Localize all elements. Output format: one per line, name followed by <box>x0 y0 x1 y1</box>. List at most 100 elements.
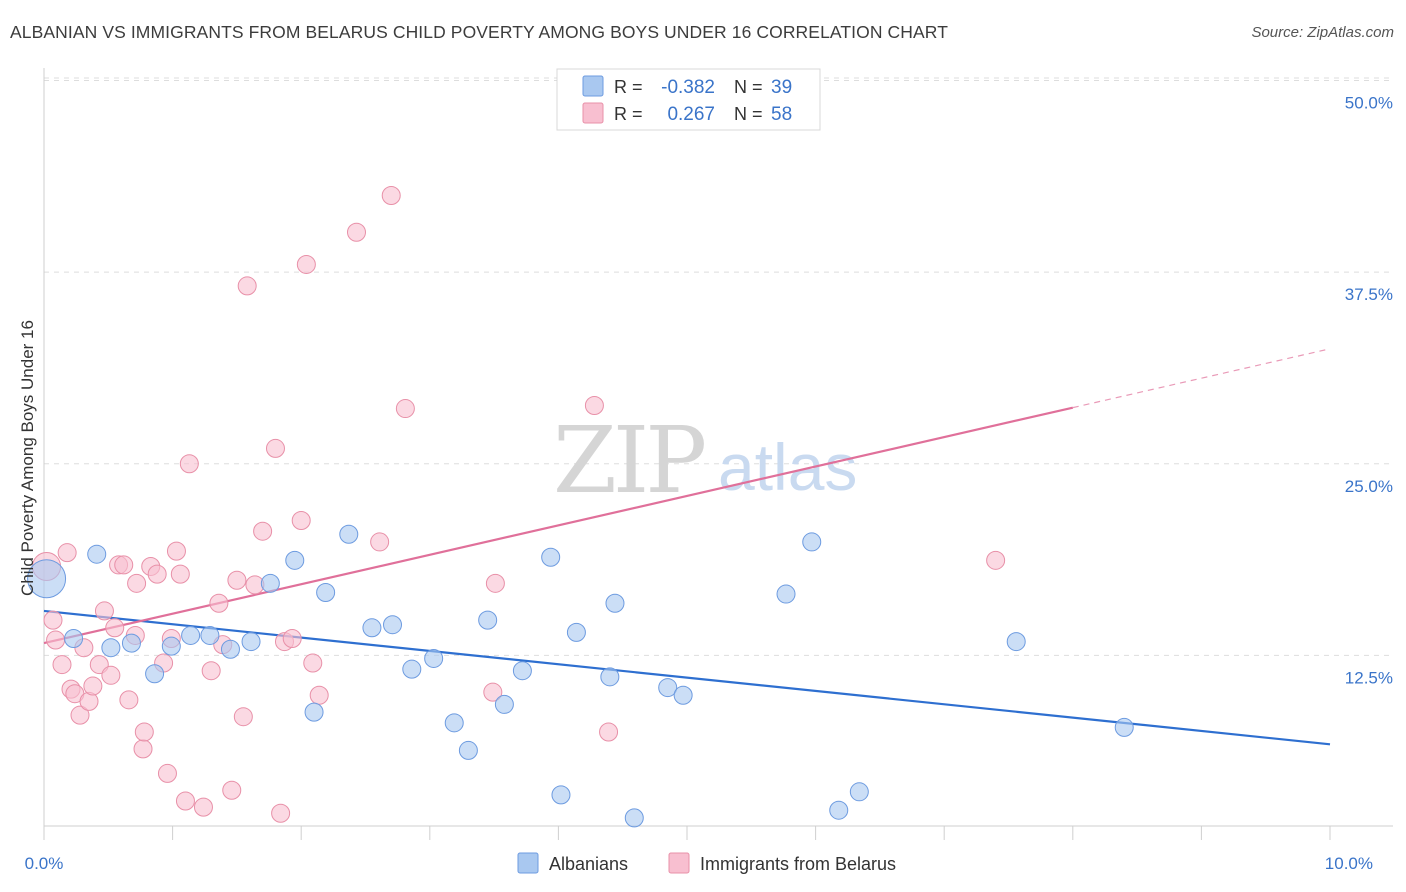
point-albanians <box>181 625 201 645</box>
point-albanians <box>624 808 644 828</box>
legend-r-label-2: R = <box>614 104 643 124</box>
point-belarus <box>157 763 177 783</box>
point-albanians <box>220 639 240 659</box>
point-belarus <box>296 254 316 274</box>
point-albanians <box>458 740 478 760</box>
point-belarus <box>584 395 604 415</box>
point-belarus <box>147 564 167 584</box>
point-albanians <box>494 694 514 714</box>
legend-bottom-label-belarus: Immigrants from Belarus <box>700 854 896 874</box>
watermark-atlas: atlas <box>718 430 857 504</box>
point-albanians <box>87 544 107 564</box>
legend-swatch-belarus <box>582 102 604 124</box>
y-tick-label: 50.0% <box>1345 94 1393 113</box>
point-belarus <box>134 722 154 742</box>
point-albanians <box>600 667 620 687</box>
point-belarus <box>237 276 257 296</box>
point-belarus <box>193 797 213 817</box>
legend-n-value-2: 58 <box>771 104 792 125</box>
y-tick-label: 37.5% <box>1345 285 1393 304</box>
grid-lines: 12.5% 25.0% 37.5% 50.0% <box>44 77 1393 687</box>
point-belarus <box>43 610 63 630</box>
point-albanians <box>551 785 571 805</box>
point-belarus <box>253 521 273 541</box>
point-belarus <box>133 739 153 759</box>
point-albanians <box>339 524 359 544</box>
point-belarus <box>46 630 66 650</box>
point-belarus <box>271 803 291 823</box>
point-albanians <box>512 661 532 681</box>
point-belarus <box>233 707 253 727</box>
correlation-legend: R = -0.382 N = 39 R = 0.267 N = 58 <box>556 68 821 131</box>
point-belarus <box>83 676 103 696</box>
point-albanians <box>383 615 403 635</box>
point-belarus <box>265 438 285 458</box>
point-belarus <box>395 399 415 419</box>
point-belarus <box>483 682 503 702</box>
point-belarus <box>101 665 121 685</box>
point-albanians <box>478 610 498 630</box>
point-albanians <box>161 636 181 656</box>
point-belarus <box>170 564 190 584</box>
point-albanians <box>145 664 165 684</box>
point-belarus <box>291 510 311 530</box>
point-albanians <box>304 702 324 722</box>
point-albanians <box>658 678 678 698</box>
point-belarus <box>309 685 329 705</box>
trend-line-albanians <box>43 609 1331 746</box>
point-belarus <box>370 532 390 552</box>
trend-line-belarus-extension <box>1072 348 1331 409</box>
x-tick-min: 0.0% <box>25 854 64 873</box>
point-belarus <box>303 653 323 673</box>
y-tick-label: 25.0% <box>1345 477 1393 496</box>
chart-title: ALBANIAN VS IMMIGRANTS FROM BELARUS CHIL… <box>10 22 949 42</box>
point-belarus <box>599 722 619 742</box>
point-albanians <box>424 648 444 668</box>
point-belarus <box>179 454 199 474</box>
watermark: ZIP atlas <box>553 407 857 514</box>
point-albanians <box>402 659 422 679</box>
x-tick-max: 10.0% <box>1325 854 1373 873</box>
point-albanians <box>829 800 849 820</box>
y-axis-title: Child Poverty Among Boys Under 16 <box>18 320 37 596</box>
point-albanians <box>1006 632 1026 652</box>
legend-n-label-1: N = <box>734 77 763 97</box>
point-belarus <box>201 661 221 681</box>
legend-bottom-label-albanians: Albanians <box>549 854 628 874</box>
point-belarus <box>346 222 366 242</box>
point-albanians <box>27 559 67 599</box>
point-belarus <box>175 791 195 811</box>
axes <box>43 68 1393 840</box>
source-note: Source: ZipAtlas.com <box>1251 24 1394 41</box>
point-albanians <box>200 625 220 645</box>
point-belarus <box>105 618 125 638</box>
point-belarus <box>70 705 90 725</box>
legend-r-label-1: R = <box>614 77 643 97</box>
legend-swatch-albanians <box>582 75 604 97</box>
legend-n-label-2: N = <box>734 104 763 124</box>
point-albanians <box>776 584 796 604</box>
point-albanians <box>444 713 464 733</box>
legend-r-value-1: -0.382 <box>661 77 715 98</box>
point-belarus <box>94 601 114 621</box>
point-albanians <box>673 685 693 705</box>
point-albanians <box>362 618 382 638</box>
point-belarus <box>485 573 505 593</box>
point-albanians <box>605 593 625 613</box>
point-albanians <box>566 622 586 642</box>
point-albanians <box>241 632 261 652</box>
point-albanians <box>285 550 305 570</box>
point-belarus <box>227 570 247 590</box>
point-albanians <box>849 782 869 802</box>
point-belarus <box>52 655 72 675</box>
point-belarus <box>282 629 302 649</box>
legend-r-value-2: 0.267 <box>667 104 715 125</box>
point-belarus <box>986 550 1006 570</box>
point-belarus <box>166 541 186 561</box>
point-belarus <box>381 185 401 205</box>
point-albanians <box>101 638 121 658</box>
point-albanians <box>316 583 336 603</box>
point-belarus <box>127 573 147 593</box>
point-albanians <box>1114 717 1134 737</box>
legend-n-value-1: 39 <box>771 77 792 98</box>
